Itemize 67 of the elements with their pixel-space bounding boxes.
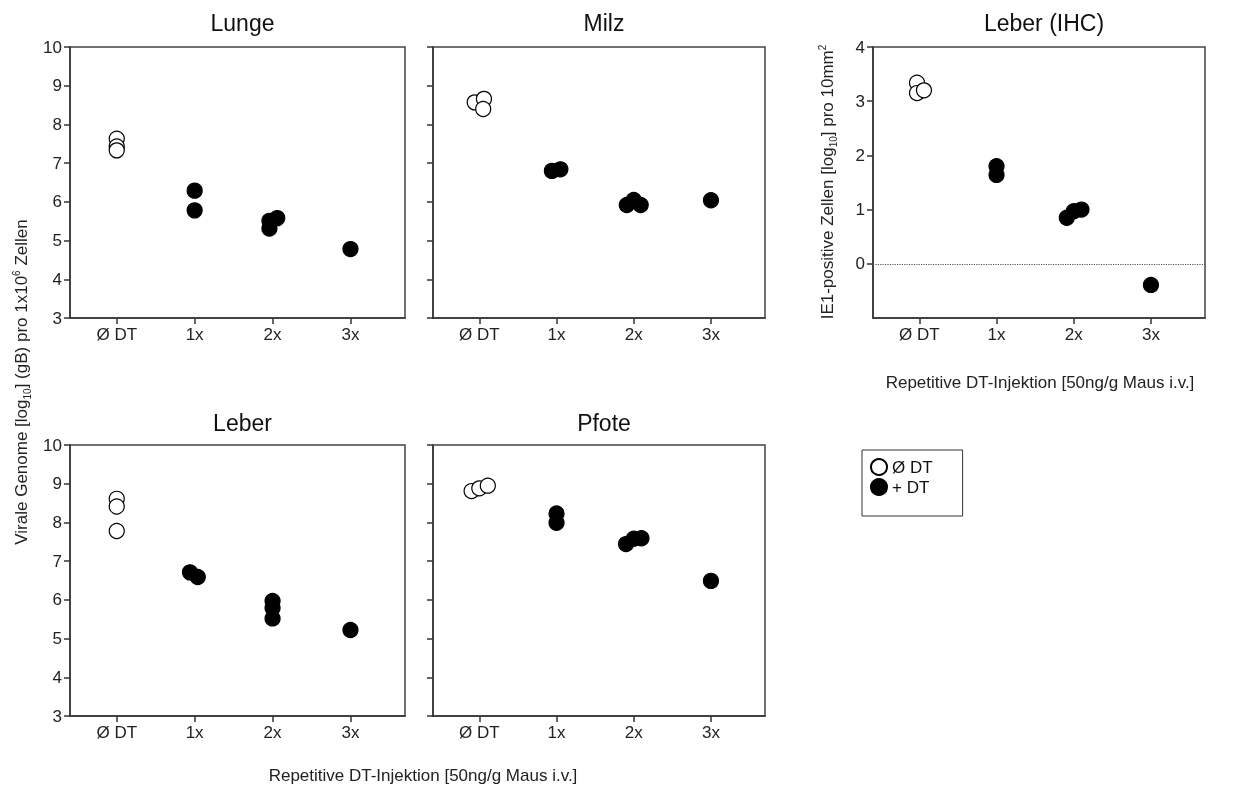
point — [1073, 201, 1090, 218]
y-tick-label: 10 — [43, 37, 62, 57]
chart-title: Milz — [583, 9, 625, 36]
y-tick-label: 8 — [52, 512, 62, 532]
x-axis-title: Repetitive DT-Injektion [50ng/g Maus i.v.] — [268, 766, 578, 786]
x-tick-label: 3x — [701, 723, 721, 742]
x-tick-label: 1x — [987, 325, 1007, 344]
legend-label: + DT — [892, 477, 930, 497]
chart-title: Pfote — [577, 409, 631, 436]
x-tick-label: 2x — [1064, 325, 1084, 344]
point — [186, 202, 203, 219]
point — [342, 240, 359, 258]
point — [342, 621, 359, 639]
y-tick-label: 2 — [855, 145, 865, 165]
point — [189, 568, 206, 586]
point — [552, 161, 569, 178]
x-tick-label: 3x — [1141, 325, 1161, 344]
point — [1142, 276, 1160, 294]
y-tick-label: 4 — [52, 269, 62, 289]
point — [632, 196, 649, 214]
x-tick-label: 2x — [624, 723, 644, 742]
y-tick-label: 7 — [52, 551, 62, 571]
x-tick-label: 2x — [263, 723, 283, 742]
point — [108, 142, 125, 159]
y-tick-label: 8 — [52, 114, 62, 134]
x-tick-label: 1x — [185, 325, 205, 344]
point — [186, 182, 203, 199]
x-tick-label: 1x — [185, 723, 205, 742]
x-tick-label: 1x — [547, 723, 567, 742]
x-axis-title: Repetitive DT-Injektion [50ng/g Maus i.v.] — [885, 373, 1195, 393]
point — [702, 572, 720, 589]
y-tick-label: 4 — [52, 667, 62, 687]
x-tick-label: 3x — [341, 325, 360, 344]
y-tick-label: 1 — [855, 200, 865, 220]
y-tick-label: 9 — [52, 76, 62, 96]
chart-title: Leber (IHC) — [983, 9, 1105, 36]
y-tick-label: 0 — [855, 254, 865, 274]
y-tick-label: 3 — [52, 308, 62, 328]
point — [108, 522, 125, 540]
y-tick-label: 7 — [52, 153, 62, 173]
y-tick-label: 5 — [52, 231, 62, 251]
x-tick-label: 2x — [624, 325, 644, 344]
x-tick-label: 3x — [341, 723, 360, 742]
y-tick-label: 6 — [52, 192, 62, 212]
point — [915, 82, 933, 99]
y-tick-label: 9 — [52, 474, 62, 494]
x-tick-label: 3x — [701, 325, 721, 344]
point — [475, 100, 492, 118]
y-tick-label: 6 — [52, 590, 62, 610]
x-tick-label: 1x — [547, 325, 567, 344]
legend-label: Ø DT — [892, 457, 933, 477]
chart-title: Leber — [213, 409, 273, 436]
point — [479, 477, 496, 494]
chart-title: Lunge — [210, 9, 275, 36]
x-tick-label: Ø DT — [899, 325, 940, 344]
point — [108, 498, 125, 515]
x-tick-label: Ø DT — [459, 723, 500, 742]
y-tick-label: 3 — [52, 706, 62, 726]
y-tick-label: 5 — [52, 629, 62, 649]
point — [702, 192, 720, 209]
x-tick-label: Ø DT — [96, 325, 138, 344]
y-tick-label: 4 — [855, 37, 865, 57]
x-tick-label: 2x — [263, 325, 283, 344]
y-tick-label: 10 — [43, 435, 62, 455]
x-tick-label: Ø DT — [459, 325, 500, 344]
x-tick-label: Ø DT — [96, 723, 138, 742]
y-tick-label: 3 — [855, 91, 865, 111]
